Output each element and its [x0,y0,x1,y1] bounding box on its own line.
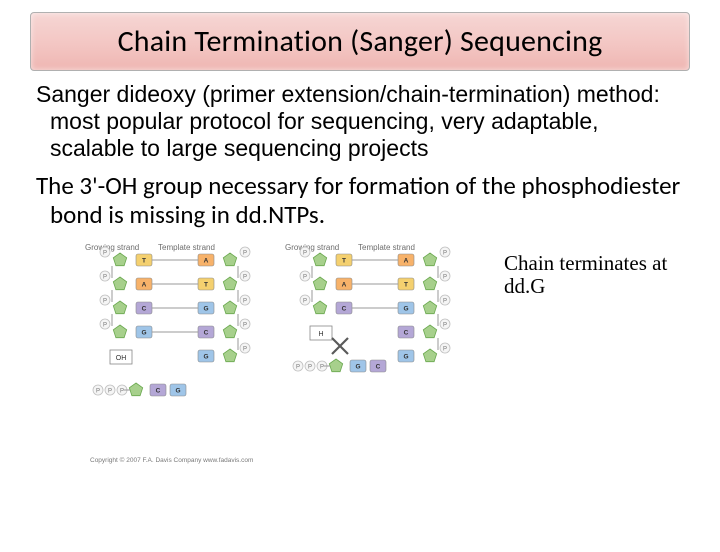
figure-row: Growing strand Template strand P A P T P G P C P G P… [0,238,720,468]
svg-text:P: P [103,322,107,328]
svg-text:G: G [203,353,208,360]
svg-text:P: P [243,298,247,304]
svg-text:C: C [142,305,147,312]
svg-text:P: P [103,274,107,280]
svg-text:P: P [443,322,447,328]
svg-text:C: C [156,387,161,394]
svg-text:Growing strand: Growing strand [85,243,139,252]
svg-text:P: P [243,322,247,328]
svg-text:P: P [243,250,247,256]
svg-text:C: C [376,363,381,370]
svg-text:Copyright © 2007 F.A. Davis Co: Copyright © 2007 F.A. Davis Company www.… [90,456,253,464]
paragraph-method: Sanger dideoxy (primer extension/chain-t… [48,81,686,162]
svg-text:T: T [342,257,346,264]
chain-diagram: Growing strand Template strand P A P T P G P C P G P… [80,238,480,468]
side-note: Chain terminates at dd.G [504,252,686,298]
svg-text:Template strand: Template strand [358,243,415,252]
svg-text:P: P [303,274,307,280]
svg-text:P: P [120,388,124,394]
svg-text:P: P [443,250,447,256]
svg-text:C: C [204,329,209,336]
svg-text:P: P [296,364,300,370]
svg-text:P: P [96,388,100,394]
svg-text:P: P [443,274,447,280]
svg-text:P: P [108,388,112,394]
svg-text:P: P [443,298,447,304]
svg-text:T: T [204,281,208,288]
svg-text:G: G [203,305,208,312]
body-area: Sanger dideoxy (primer extension/chain-t… [0,81,720,230]
svg-text:G: G [355,363,360,370]
svg-text:G: G [403,353,408,360]
paragraph-oh: The 3'-OH group necessary for formation … [48,172,686,230]
svg-text:G: G [141,329,146,336]
title-box: Chain Termination (Sanger) Sequencing [30,12,690,71]
chain-diagram-svg: Growing strand Template strand P A P T P G P C P G P… [80,238,480,468]
svg-text:P: P [443,346,447,352]
svg-text:OH: OH [116,355,127,362]
svg-text:T: T [142,257,146,264]
svg-text:C: C [342,305,347,312]
svg-text:A: A [342,281,347,288]
svg-text:A: A [204,257,209,264]
svg-text:P: P [103,250,107,256]
page-title: Chain Termination (Sanger) Sequencing [47,23,673,60]
svg-text:P: P [303,250,307,256]
svg-text:P: P [308,364,312,370]
svg-text:P: P [243,346,247,352]
svg-text:C: C [404,329,409,336]
svg-text:P: P [103,298,107,304]
svg-text:A: A [142,281,147,288]
svg-text:P: P [320,364,324,370]
svg-text:P: P [303,298,307,304]
svg-text:A: A [404,257,409,264]
svg-text:Template strand: Template strand [158,243,215,252]
svg-text:G: G [175,387,180,394]
svg-text:H: H [318,331,323,338]
svg-text:T: T [404,281,408,288]
svg-text:Growing strand: Growing strand [285,243,339,252]
svg-text:P: P [243,274,247,280]
svg-text:G: G [403,305,408,312]
